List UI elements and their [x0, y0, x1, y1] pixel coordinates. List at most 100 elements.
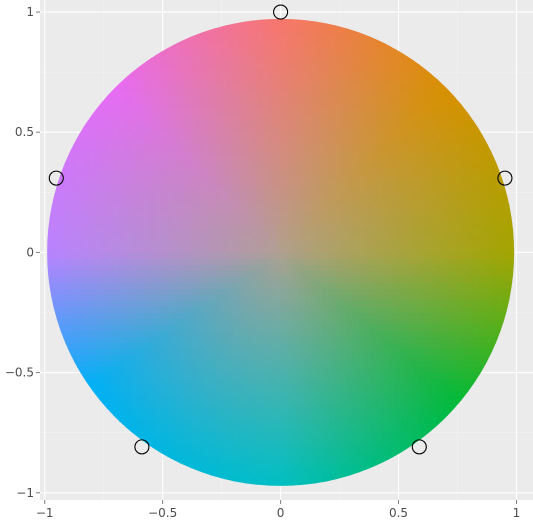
disc-cell: [287, 133, 294, 140]
disc-cell: [173, 313, 180, 320]
disc-cell: [401, 259, 408, 266]
disc-cell: [365, 229, 372, 236]
disc-cell: [407, 397, 414, 404]
disc-cell: [371, 157, 378, 164]
disc-cell: [299, 325, 306, 332]
disc-cell: [407, 115, 414, 122]
disc-cell: [497, 211, 504, 218]
disc-cell: [293, 79, 300, 86]
disc-cell: [173, 289, 180, 296]
disc-cell: [197, 319, 204, 326]
disc-cell: [419, 421, 426, 428]
disc-cell: [371, 229, 378, 236]
disc-cell: [203, 193, 210, 200]
disc-cell: [317, 277, 324, 284]
disc-cell: [323, 181, 330, 188]
disc-cell: [125, 397, 132, 404]
disc-cell: [275, 121, 282, 128]
disc-cell: [137, 337, 144, 344]
disc-cell: [263, 403, 270, 410]
disc-cell: [233, 451, 240, 458]
disc-cell: [227, 121, 234, 128]
disc-cell: [443, 103, 450, 110]
disc-cell: [317, 325, 324, 332]
disc-cell: [185, 85, 192, 92]
disc-cell: [293, 19, 300, 26]
disc-cell: [371, 343, 378, 350]
disc-cell: [227, 313, 234, 320]
disc-cell: [227, 403, 234, 410]
disc-cell: [167, 271, 174, 278]
disc-cell: [161, 343, 168, 350]
disc-cell: [191, 385, 198, 392]
disc-cell: [335, 229, 342, 236]
disc-cell: [425, 187, 432, 194]
disc-cell: [59, 319, 66, 326]
disc-cell: [449, 307, 456, 314]
disc-cell: [383, 139, 390, 146]
disc-cell: [389, 277, 396, 284]
disc-cell: [263, 151, 270, 158]
disc-cell: [281, 91, 288, 98]
disc-cell: [413, 283, 420, 290]
disc-cell: [425, 103, 432, 110]
disc-cell: [257, 97, 264, 104]
disc-cell: [425, 361, 432, 368]
disc-cell: [227, 433, 234, 440]
disc-cell: [191, 289, 198, 296]
disc-cell: [335, 247, 342, 254]
disc-cell: [155, 349, 162, 356]
disc-cell: [125, 355, 132, 362]
disc-cell: [347, 121, 354, 128]
disc-cell: [119, 373, 126, 380]
disc-cell: [227, 103, 234, 110]
disc-cell: [299, 289, 306, 296]
disc-cell: [245, 37, 252, 44]
disc-cell: [389, 97, 396, 104]
disc-cell: [293, 427, 300, 434]
disc-cell: [161, 283, 168, 290]
disc-cell: [287, 397, 294, 404]
disc-cell: [149, 223, 156, 230]
disc-cell: [335, 337, 342, 344]
disc-cell: [89, 319, 96, 326]
disc-cell: [209, 181, 216, 188]
disc-cell: [125, 241, 132, 248]
disc-cell: [275, 433, 282, 440]
disc-cell: [95, 373, 102, 380]
disc-cell: [203, 259, 210, 266]
disc-cell: [119, 307, 126, 314]
disc-cell: [59, 205, 66, 212]
disc-cell: [305, 49, 312, 56]
disc-cell: [401, 253, 408, 260]
disc-cell: [281, 55, 288, 62]
disc-cell: [359, 133, 366, 140]
disc-cell: [305, 373, 312, 380]
disc-cell: [161, 331, 168, 338]
disc-cell: [245, 55, 252, 62]
disc-cell: [305, 427, 312, 434]
disc-cell: [425, 313, 432, 320]
disc-cell: [347, 319, 354, 326]
disc-cell: [89, 271, 96, 278]
disc-cell: [371, 241, 378, 248]
disc-cell: [389, 361, 396, 368]
disc-cell: [329, 121, 336, 128]
disc-cell: [275, 217, 282, 224]
disc-cell: [53, 211, 60, 218]
disc-cell: [203, 307, 210, 314]
disc-cell: [167, 325, 174, 332]
disc-cell: [275, 103, 282, 110]
disc-cell: [215, 211, 222, 218]
disc-cell: [311, 445, 318, 452]
disc-cell: [113, 277, 120, 284]
disc-cell: [293, 145, 300, 152]
disc-cell: [497, 307, 504, 314]
disc-cell: [449, 109, 456, 116]
disc-cell: [149, 283, 156, 290]
disc-cell: [161, 325, 168, 332]
disc-cell: [491, 325, 498, 332]
disc-cell: [53, 271, 60, 278]
disc-cell: [203, 313, 210, 320]
disc-cell: [239, 277, 246, 284]
